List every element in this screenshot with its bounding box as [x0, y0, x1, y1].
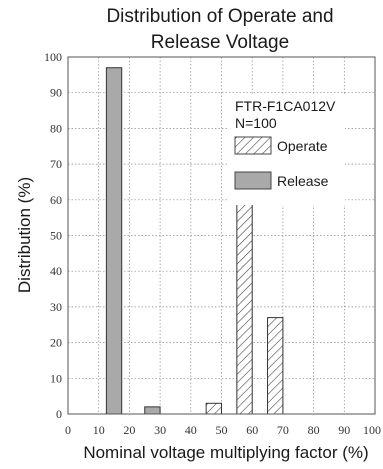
- bar-operate: [267, 317, 284, 415]
- annotation-sample-size: N=100: [235, 115, 277, 131]
- bar-release: [144, 406, 161, 415]
- bar-operate: [236, 199, 253, 415]
- y-tick-label: 60: [50, 193, 62, 207]
- x-tick-label: 60: [246, 423, 258, 437]
- legend-label-release: Release: [277, 173, 329, 189]
- x-axis-label: Nominal voltage multiplying factor (%): [83, 443, 368, 462]
- y-tick-label: 50: [50, 229, 62, 243]
- x-tick-label: 10: [93, 423, 105, 437]
- x-tick-label: 90: [338, 423, 350, 437]
- y-tick-label: 80: [50, 121, 62, 135]
- x-tick-label: 50: [216, 423, 228, 437]
- x-tick-label: 70: [277, 423, 289, 437]
- plot-frame: [67, 56, 376, 415]
- y-tick-label: 70: [50, 157, 62, 171]
- y-tick-label: 10: [50, 371, 62, 385]
- annotation-model: FTR-F1CA012V: [235, 98, 336, 114]
- y-tick-label: 90: [50, 86, 62, 100]
- x-tick-label: 80: [308, 423, 320, 437]
- y-axis-label: Distribution (%): [15, 177, 34, 293]
- x-tick-label: 40: [185, 423, 197, 437]
- x-tick-label: 30: [154, 423, 166, 437]
- legend-swatch-release: [234, 171, 272, 190]
- y-tick-label: 0: [56, 407, 62, 421]
- y-tick-label: 40: [50, 264, 62, 278]
- legend: FTR-F1CA012V N=100 Operate Release: [227, 95, 345, 205]
- chart-title-line-2: Release Voltage: [151, 32, 289, 53]
- y-tick-label: 20: [50, 336, 62, 350]
- y-tick-label: 30: [50, 300, 62, 314]
- x-tick-label: 100: [363, 423, 381, 437]
- y-tick-labels: 0 10 20 30 40 50 60 70 80 90 100: [44, 50, 62, 421]
- bar-operate: [205, 402, 222, 415]
- legend-label-operate: Operate: [277, 138, 328, 154]
- bars: [105, 67, 284, 415]
- y-tick-label: 100: [44, 50, 62, 64]
- legend-swatch-operate: [234, 136, 272, 155]
- x-tick-labels: 0 10 20 30 40 50 60 70 80 90 100: [65, 423, 381, 437]
- chart-title-line-1: Distribution of Operate and: [106, 6, 333, 27]
- bar-release: [105, 67, 123, 415]
- x-tick-label: 20: [123, 423, 135, 437]
- x-tick-label: 0: [65, 423, 71, 437]
